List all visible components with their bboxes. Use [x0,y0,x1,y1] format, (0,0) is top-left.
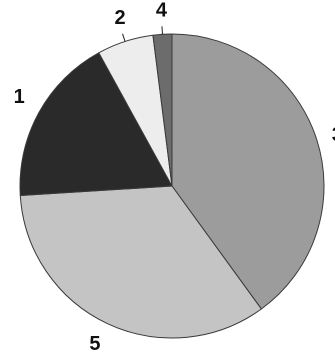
pie-leader-lines [122,26,163,42]
slice-label-5: 5 [89,333,100,354]
slice-label-2: 2 [115,7,126,29]
pie-slice-5 [19,185,262,339]
pie-slices [19,33,325,339]
slice-label-4: 4 [156,0,168,21]
pie-labels: 3 5 1 2 4 [14,0,335,354]
pie-slice-3 [171,33,325,310]
slice-label-3: 3 [332,124,335,146]
slice-label-1: 1 [14,86,25,108]
pie-slice-1 [19,52,173,197]
leader-line-4 [161,26,163,35]
leader-line-2 [122,33,126,42]
